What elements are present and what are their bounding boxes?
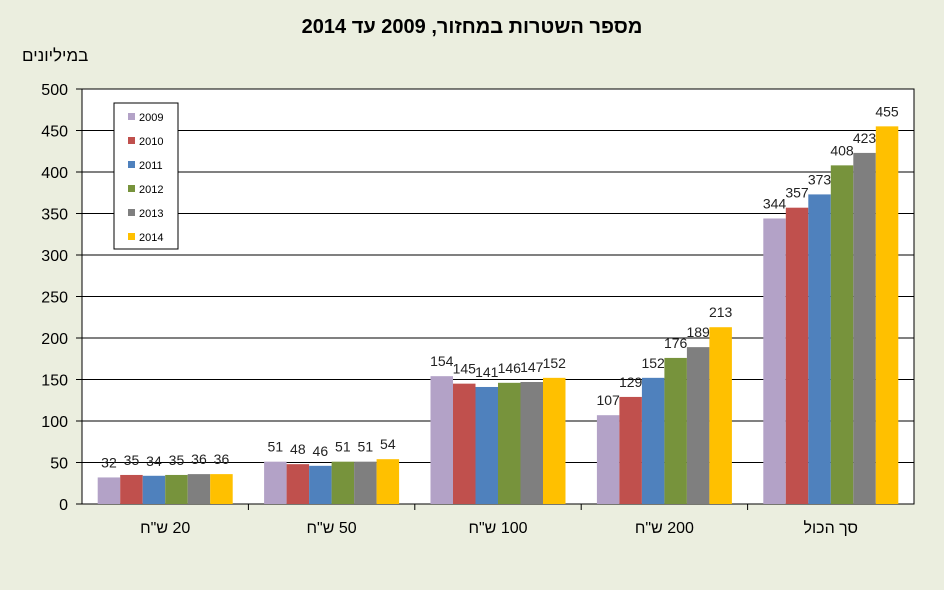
data-label: 46 [313,443,329,459]
data-label: 36 [214,451,230,467]
data-label: 54 [380,436,396,452]
data-label: 357 [785,185,809,201]
data-label: 51 [358,439,374,455]
y-tick-label: 0 [59,497,68,514]
data-label: 145 [453,361,477,377]
y-tick-label: 100 [41,414,68,431]
bar [543,377,566,504]
y-tick-label: 150 [41,373,68,390]
bar [264,461,287,504]
bar [853,152,876,504]
y-tick-label: 500 [41,82,68,99]
y-tick-label: 200 [41,331,68,348]
bar [309,465,332,504]
legend-box [113,102,179,250]
data-label: 51 [268,439,284,455]
legend-swatch [128,113,135,120]
data-label: 107 [596,392,620,408]
y-tick-label: 300 [41,248,68,265]
y-tick-label: 350 [41,207,68,224]
bar [187,474,211,504]
bar [619,396,642,504]
bar [664,357,687,504]
bar [165,474,188,504]
bar [120,474,143,504]
legend-swatch [128,185,135,192]
data-label: 51 [335,439,351,455]
data-label: 152 [641,355,665,371]
y-tick-label: 400 [41,165,68,182]
bar [430,376,453,504]
bar [331,461,355,504]
chart-title: מספר השטרות במחזור, 2009 עד 2014 [301,16,643,38]
bar [785,207,809,504]
bar [875,126,899,504]
data-label: 189 [686,324,710,340]
x-category-label: 200 ש"ח [635,520,694,537]
x-category-label: 20 ש"ח [140,520,190,537]
legend-swatch [128,209,135,216]
bar [376,459,400,504]
data-label: 408 [830,142,854,158]
bar [142,475,166,504]
data-label: 35 [124,452,140,468]
data-label: 35 [169,452,185,468]
bar [475,386,498,504]
data-label: 146 [498,360,522,376]
data-label: 344 [763,195,787,211]
legend-swatch [128,233,135,240]
bar [709,327,732,504]
data-label: 176 [664,335,688,351]
data-label: 32 [101,454,117,470]
bar [453,383,476,504]
y-tick-label: 250 [41,290,68,307]
legend-swatch [128,161,135,168]
data-label: 36 [191,451,207,467]
data-label: 154 [430,353,454,369]
data-label: 147 [520,359,544,375]
y-tick-label: 450 [41,124,68,141]
data-label: 48 [290,441,306,457]
bar [354,461,377,504]
legend-label: 2014 [139,232,163,244]
data-label: 34 [146,453,162,469]
bar [596,415,620,504]
bar [498,382,521,504]
x-category-label: 50 ש"ח [307,520,357,537]
data-label: 141 [475,364,499,380]
y-axis-unit-label: במיליונים [22,46,89,65]
legend-swatch [128,137,135,144]
bar [808,194,831,504]
y-tick-label: 50 [50,456,68,473]
data-label: 129 [619,374,643,390]
legend-label: 2011 [139,160,163,172]
data-label: 373 [808,171,832,187]
legend-label: 2010 [139,136,163,148]
legend-label: 2013 [139,208,163,220]
legend-label: 2009 [139,112,163,124]
bar [97,477,121,504]
bar [210,474,233,504]
data-label: 213 [709,304,733,320]
bar [763,218,786,505]
bar [520,381,543,504]
legend-label: 2012 [139,184,163,196]
data-label: 152 [543,355,567,371]
data-label: 455 [875,103,899,119]
bar [686,347,710,504]
x-category-label: סך הכול [804,519,859,537]
bar [286,464,310,504]
bar [641,377,665,504]
x-category-label: 100 ש"ח [468,520,527,537]
data-label: 423 [853,130,877,146]
bar [830,165,854,505]
